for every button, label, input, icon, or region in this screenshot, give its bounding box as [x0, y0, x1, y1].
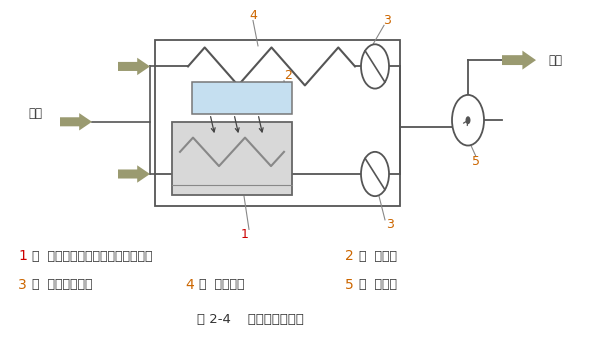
Circle shape — [466, 116, 470, 124]
Text: －  紫外灯: － 紫外灯 — [355, 250, 397, 263]
Bar — [192, 82, 292, 114]
Text: 2: 2 — [345, 249, 354, 263]
Circle shape — [452, 95, 484, 145]
Text: 1: 1 — [18, 249, 27, 263]
Text: 5: 5 — [472, 155, 480, 168]
Text: 试样: 试样 — [28, 108, 42, 120]
Polygon shape — [60, 113, 92, 130]
Text: 3: 3 — [383, 14, 391, 27]
Text: 5: 5 — [345, 278, 354, 292]
Bar — [172, 122, 292, 195]
Polygon shape — [118, 58, 150, 75]
Text: 2: 2 — [284, 70, 292, 82]
Text: 图 2-4    工作原理示意图: 图 2-4 工作原理示意图 — [196, 313, 304, 326]
Text: －  延迟线圈: － 延迟线圈 — [195, 278, 244, 291]
Text: 1: 1 — [241, 228, 249, 240]
Text: 3: 3 — [386, 218, 394, 231]
Text: 4: 4 — [249, 9, 257, 22]
Text: －  蠕动泵: － 蠕动泵 — [355, 278, 397, 291]
Text: －  镀有二氧化钛的螺旋石英玻璃管: － 镀有二氧化钛的螺旋石英玻璃管 — [28, 250, 152, 263]
Polygon shape — [118, 165, 150, 183]
Text: －  电导率传感器: － 电导率传感器 — [28, 278, 93, 291]
Text: 4: 4 — [185, 278, 194, 292]
Circle shape — [361, 152, 389, 196]
Circle shape — [361, 44, 389, 89]
Polygon shape — [502, 50, 536, 70]
Text: 废液: 废液 — [548, 54, 562, 66]
Bar — [155, 40, 400, 206]
Text: 3: 3 — [18, 278, 27, 292]
